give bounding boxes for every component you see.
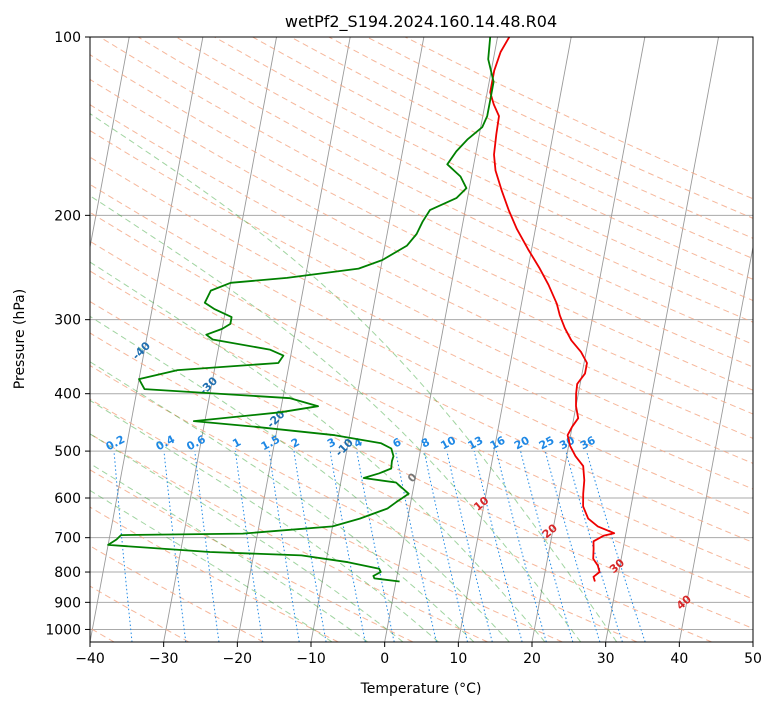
x-tick-label: 40 [670, 651, 688, 667]
background-lines [90, 37, 753, 642]
x-tick-label: 20 [523, 651, 541, 667]
isotherm-line [457, 37, 572, 642]
y-axis: 100 200 300 400 500 600 700 800 900 1000 [45, 30, 90, 638]
sounding-series [107, 37, 616, 583]
mixing-ratio-line [586, 450, 646, 642]
mixing-ratio-line [194, 451, 220, 642]
moist-adiabat-line [90, 195, 582, 642]
y-tick-label: 700 [54, 531, 81, 547]
chart-title: wetPf2_S194.2024.160.14.48.R04 [285, 12, 557, 32]
isotherm-line [531, 37, 646, 642]
dry-adiabat-line [90, 104, 753, 439]
dry-adiabat-line [214, 37, 753, 302]
y-tick-label: 900 [54, 595, 81, 611]
mixing-ratio-line [544, 450, 601, 642]
mixing-ratio-line [446, 450, 493, 642]
dry-adiabat-line [90, 78, 753, 415]
y-tick-label: 800 [54, 565, 81, 581]
mixing-ratio-label: 20 [512, 434, 532, 453]
dry-adiabat-line [90, 398, 563, 642]
y-tick-label: 300 [54, 313, 81, 329]
mixing-ratio-line [565, 450, 623, 642]
dry-adiabat-line [90, 300, 753, 630]
dry-adiabat-line [99, 37, 753, 368]
isotherm-line [90, 37, 204, 642]
moist-adiabat-line [90, 361, 475, 642]
mixing-ratio-line [356, 451, 395, 642]
mixing-ratio-label: 10 [438, 434, 458, 453]
x-tick-label: 30 [597, 651, 615, 667]
y-tick-label: 400 [54, 387, 81, 403]
moist-adiabat-line [90, 463, 368, 642]
x-tick-label: −40 [75, 651, 105, 667]
mixing-ratio-line [395, 451, 437, 642]
plot-frame [89, 36, 754, 643]
moist-adiabat-line [90, 433, 404, 642]
mixing-ratio-line [268, 451, 300, 642]
moist-adiabat-line [90, 399, 439, 642]
isotherm-line [90, 37, 130, 250]
isotherm-line [678, 244, 753, 642]
x-axis-title: Temperature (°C) [360, 681, 482, 697]
mixing-ratio-label: 13 [466, 434, 486, 453]
dewpoint-profile-line [107, 37, 495, 583]
x-tick-label: 10 [449, 651, 467, 667]
mixing-ratio-label: 25 [537, 434, 557, 453]
x-tick-label: 50 [744, 651, 762, 667]
isotherm-line [310, 37, 425, 642]
mixing-ratio-line [473, 450, 523, 642]
y-tick-label: 500 [54, 444, 81, 460]
x-tick-label: −20 [223, 651, 253, 667]
mixing-ratio-label: 30 [557, 434, 577, 453]
mixing-ratio-line [113, 451, 133, 642]
dry-adiabat-line [90, 211, 753, 543]
y-tick-label: 200 [54, 208, 81, 224]
mixing-ratio-line [423, 451, 468, 642]
mixing-ratio-line [234, 451, 264, 642]
mixing-ratio-label: 36 [578, 434, 598, 453]
mixing-ratio-line [329, 451, 366, 642]
moist-adiabat-line [90, 113, 618, 642]
isotherm-line [605, 37, 719, 642]
mixing-ratio-line [520, 450, 574, 642]
mixing-ratio-line [495, 450, 547, 642]
dry-adiabat-line [90, 364, 638, 642]
dry-adiabat-line [137, 37, 753, 345]
dry-adiabat-line [90, 433, 488, 642]
x-axis: −40 −30 −20 −10 0 10 20 30 40 50 [75, 642, 762, 667]
y-tick-label: 1000 [45, 622, 81, 638]
mixing-ratio-label: 16 [488, 434, 508, 453]
y-tick-label: 100 [54, 30, 81, 46]
dry-adiabat-line [90, 506, 339, 642]
x-tick-label: 0 [380, 651, 389, 667]
y-axis-title: Pressure (hPa) [12, 289, 28, 389]
isotherm-line [236, 37, 351, 642]
dry-adiabat-line [90, 469, 414, 642]
dry-adiabat-line [90, 332, 712, 642]
temperature-profile-line [489, 37, 616, 582]
y-tick-label: 600 [54, 491, 81, 507]
x-tick-label: −30 [149, 651, 179, 667]
x-tick-label: −10 [296, 651, 326, 667]
isotherm-line [384, 37, 498, 642]
mixing-ratio-line [163, 451, 187, 642]
isotherm-line [163, 37, 277, 642]
